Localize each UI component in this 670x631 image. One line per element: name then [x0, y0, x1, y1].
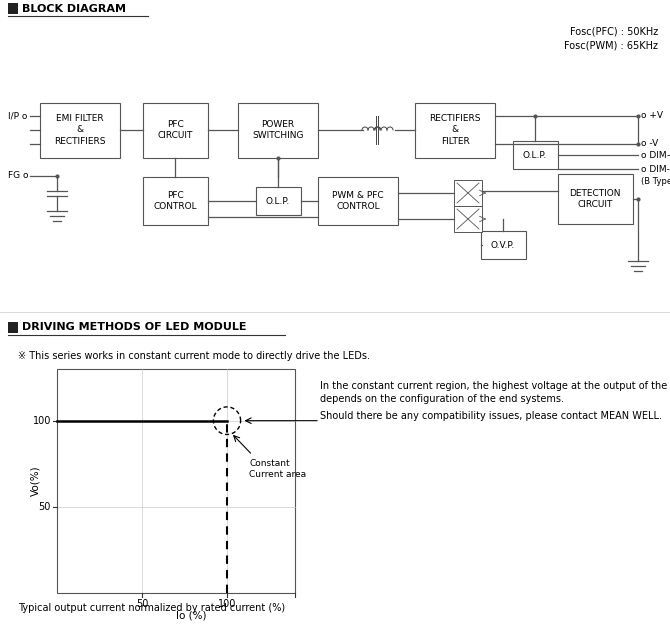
Text: PWM & PFC
CONTROL: PWM & PFC CONTROL: [332, 191, 384, 211]
Text: Io (%): Io (%): [176, 610, 206, 620]
Text: o DIM+: o DIM+: [641, 151, 670, 160]
Text: Should there be any compatibility issues, please contact MEAN WELL.: Should there be any compatibility issues…: [320, 411, 662, 421]
Text: O.V.P.: O.V.P.: [491, 240, 515, 249]
Text: o -V: o -V: [641, 139, 658, 148]
Text: o +V: o +V: [641, 112, 663, 121]
Text: ※ This series works in constant current mode to directly drive the LEDs.: ※ This series works in constant current …: [18, 351, 370, 361]
Bar: [57, 369, 295, 593]
Bar: [454, 180, 482, 206]
Text: Constant
Current area: Constant Current area: [249, 459, 306, 479]
Bar: [454, 206, 482, 232]
Bar: [513, 141, 557, 169]
Text: 100: 100: [218, 599, 237, 609]
Text: RECTIFIERS
&
FILTER: RECTIFIERS & FILTER: [429, 114, 481, 146]
Bar: [8, 322, 18, 333]
Text: o DIM-: o DIM-: [641, 165, 670, 174]
Text: FG o: FG o: [8, 172, 29, 180]
Text: PFC
CIRCUIT: PFC CIRCUIT: [157, 120, 193, 140]
Text: O.L.P.: O.L.P.: [266, 196, 290, 206]
Bar: [255, 187, 301, 215]
Bar: [143, 102, 208, 158]
Text: I/P o: I/P o: [8, 112, 27, 121]
Bar: [238, 102, 318, 158]
Text: DETECTION
CIRCUIT: DETECTION CIRCUIT: [570, 189, 620, 209]
Bar: [318, 177, 398, 225]
Text: EMI FILTER
&
RECTIFIERS: EMI FILTER & RECTIFIERS: [54, 114, 106, 146]
Text: 100: 100: [33, 416, 51, 426]
Text: (B Type): (B Type): [641, 177, 670, 187]
Bar: [143, 177, 208, 225]
Text: Typical output current normalized by rated current (%): Typical output current normalized by rat…: [18, 603, 285, 613]
Text: DRIVING METHODS OF LED MODULE: DRIVING METHODS OF LED MODULE: [22, 322, 247, 333]
Text: POWER
SWITCHING: POWER SWITCHING: [252, 120, 304, 140]
Text: In the constant current region, the highest voltage at the output of the driver: In the constant current region, the high…: [320, 381, 670, 391]
Bar: [8, 3, 18, 14]
Bar: [557, 174, 632, 224]
Text: BLOCK DIAGRAM: BLOCK DIAGRAM: [22, 4, 126, 13]
Bar: [480, 231, 525, 259]
Text: 50: 50: [39, 502, 51, 512]
Text: O.L.P.: O.L.P.: [523, 151, 547, 160]
Bar: [415, 102, 495, 158]
Text: Fosc(PFC) : 50KHz
Fosc(PWM) : 65KHz: Fosc(PFC) : 50KHz Fosc(PWM) : 65KHz: [564, 27, 658, 51]
Text: Vo(%): Vo(%): [30, 466, 40, 497]
Text: PFC
CONTROL: PFC CONTROL: [153, 191, 197, 211]
Text: 50: 50: [136, 599, 148, 609]
Text: depends on the configuration of the end systems.: depends on the configuration of the end …: [320, 394, 564, 404]
Bar: [40, 102, 120, 158]
